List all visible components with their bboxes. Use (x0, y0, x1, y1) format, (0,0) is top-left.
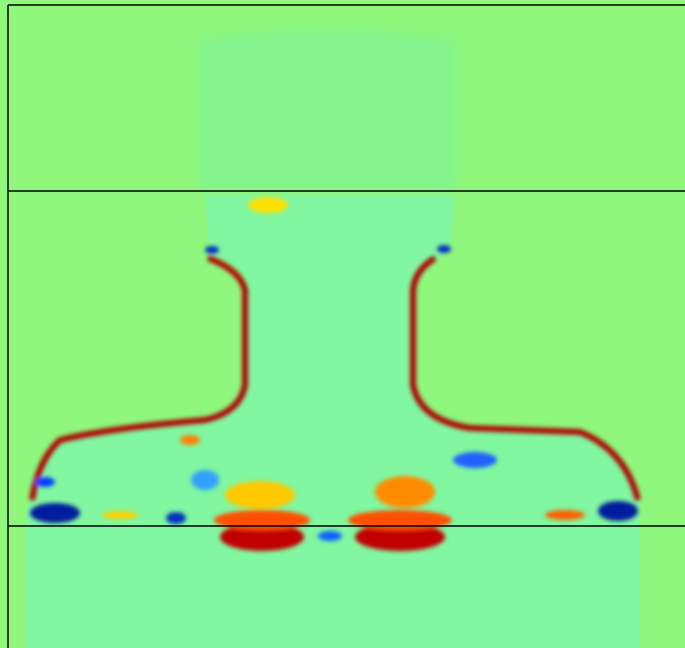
page: {} (0, 0, 685, 648)
heatmap-image (0, 0, 685, 648)
head-region (200, 30, 455, 191)
